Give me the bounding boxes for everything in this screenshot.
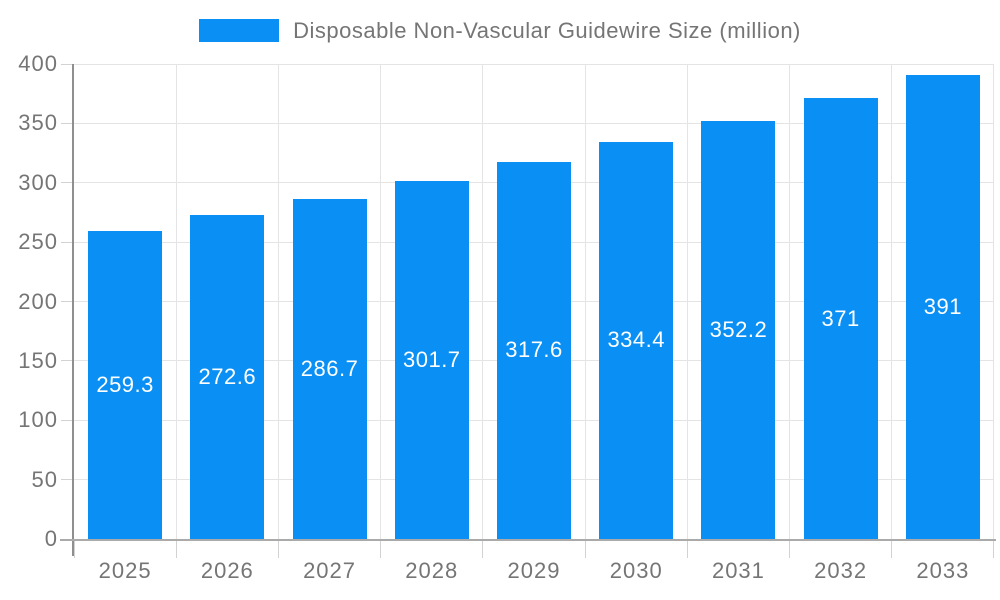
gridline-vertical	[277, 64, 279, 539]
x-axis-tick	[789, 541, 791, 558]
bar[interactable]: 317.6	[497, 161, 571, 539]
x-axis-label: 2031	[711, 558, 765, 583]
x-axis-label: 2030	[609, 558, 663, 583]
bar-value-label: 259.3	[96, 372, 154, 398]
y-axis-label: 400	[18, 51, 58, 76]
y-axis-tick	[61, 63, 72, 65]
x-axis-label: 2026	[200, 558, 254, 583]
y-axis-label: 200	[18, 288, 58, 314]
bar[interactable]: 334.4	[599, 141, 674, 539]
bar[interactable]: 272.6	[190, 215, 265, 539]
bar[interactable]: 259.3	[88, 231, 163, 539]
bar[interactable]: 391	[905, 74, 980, 539]
x-axis-tick	[686, 541, 688, 558]
x-axis-line	[60, 539, 996, 541]
gridline-vertical	[584, 64, 586, 539]
legend-label: Disposable Non-Vascular Guidewire Size (…	[293, 18, 801, 43]
x-axis-tick	[482, 541, 484, 558]
x-axis-tick	[175, 541, 177, 558]
gridline-vertical	[482, 64, 484, 539]
y-axis-label: 300	[18, 169, 58, 195]
x-axis-label: 2025	[98, 558, 152, 583]
gridline-vertical	[175, 64, 177, 539]
y-axis-line	[72, 64, 74, 556]
y-axis-label: 100	[18, 407, 58, 433]
gridline-vertical	[380, 64, 382, 539]
legend-swatch-icon	[199, 19, 280, 42]
y-axis-tick	[61, 419, 72, 421]
bar-value-label: 334.4	[607, 327, 665, 353]
y-axis-tick	[61, 360, 72, 362]
x-axis-tick	[992, 541, 994, 558]
y-axis-tick	[61, 182, 72, 184]
x-axis-label: 2032	[814, 558, 868, 583]
gridline-vertical	[686, 64, 688, 539]
y-axis-tick	[61, 301, 72, 302]
bar-value-label: 371	[821, 305, 860, 331]
y-axis-tick	[61, 122, 72, 124]
gridline-vertical	[789, 64, 791, 539]
x-axis-tick	[584, 541, 586, 558]
x-axis-tick	[380, 541, 382, 558]
x-axis-tick	[277, 541, 279, 558]
bar-value-label: 391	[923, 293, 962, 319]
plot-area: 0 50 100 150 200 250 300 350 400 259.3 272.6 286.7 3…	[18, 53, 996, 583]
bar[interactable]: 286.7	[292, 198, 367, 539]
y-axis-tick	[61, 241, 72, 243]
bar-value-label: 317.6	[505, 337, 563, 363]
x-axis-label: 2028	[405, 558, 459, 583]
x-axis-label: 2033	[916, 558, 970, 583]
bar-value-label: 301.7	[402, 346, 461, 372]
legend[interactable]: Disposable Non-Vascular Guidewire Size (…	[0, 19, 1000, 42]
x-axis-tick	[891, 541, 893, 558]
bar[interactable]: 301.7	[394, 180, 469, 539]
gridline-vertical	[992, 64, 994, 539]
gridline-horizontal	[74, 122, 994, 124]
bar[interactable]: 371	[803, 98, 878, 539]
y-axis-label: 250	[18, 229, 58, 255]
y-axis-label: 150	[18, 347, 58, 373]
bar-value-label: 272.6	[198, 364, 257, 390]
y-axis-label: 50	[31, 466, 58, 492]
y-axis-label: 350	[18, 110, 58, 136]
gridline-vertical	[891, 64, 893, 539]
x-axis-tick	[73, 541, 75, 558]
bar[interactable]: 352.2	[701, 120, 776, 539]
bar-value-label: 352.2	[709, 316, 768, 342]
y-axis-label: 0	[44, 526, 58, 551]
x-axis-label: 2027	[303, 558, 357, 583]
bar-value-label: 286.7	[300, 355, 359, 381]
x-axis-label: 2029	[507, 558, 561, 583]
y-axis-tick	[61, 479, 72, 481]
gridline-horizontal	[74, 63, 994, 65]
